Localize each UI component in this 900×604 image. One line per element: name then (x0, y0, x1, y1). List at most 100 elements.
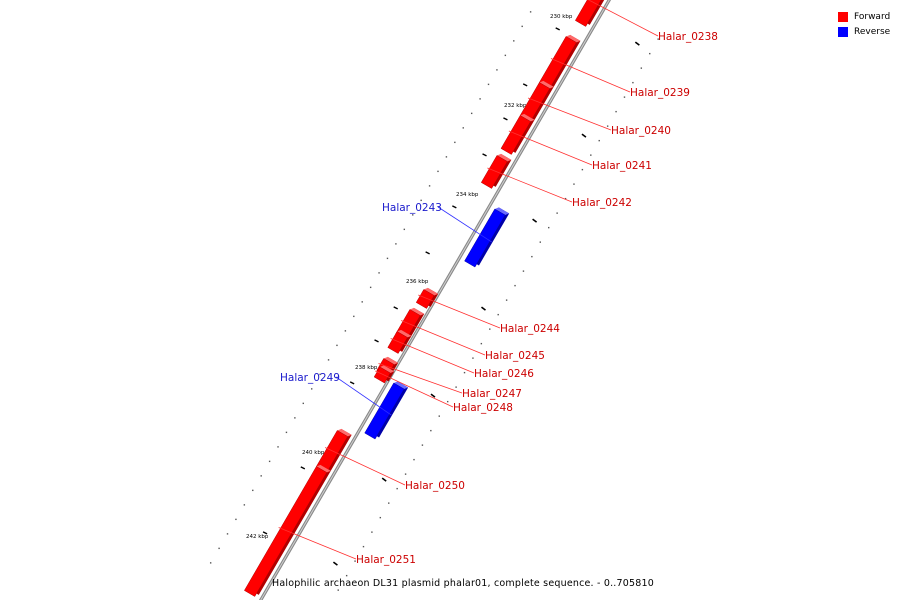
minor-tick (209, 562, 212, 564)
tick-label: 238 kbp (355, 365, 378, 371)
gene-feature (464, 207, 510, 268)
minor-tick (302, 402, 304, 405)
gene-connector (437, 206, 492, 243)
minor-tick (396, 487, 398, 490)
gene-bevel (423, 287, 439, 296)
minor-tick (445, 156, 448, 158)
tick-label: 240 kbp (302, 450, 325, 456)
gene-body (464, 208, 506, 268)
gene-label: Halar_0245 (485, 350, 545, 362)
backbone-highlight (257, 0, 610, 604)
gene-label: Halar_0240 (611, 125, 671, 137)
gene-label: Halar_0249 (280, 372, 340, 384)
gene-connector (324, 447, 406, 486)
gene-feature (575, 0, 605, 27)
gene-bevel (539, 80, 554, 89)
minor-tick (564, 197, 567, 200)
gene-label: Halar_0247 (462, 388, 522, 400)
minor-tick (522, 270, 525, 272)
gene-bevel (496, 153, 512, 162)
gene-body (387, 331, 408, 354)
major-tick-mark (532, 218, 538, 223)
minor-tick (421, 444, 424, 446)
minor-tick (311, 388, 313, 390)
gene-feature (387, 329, 412, 354)
gene-bevel (316, 464, 331, 473)
gene-bevel (383, 356, 399, 365)
major-tick-mark (381, 477, 387, 482)
minor-tick (531, 255, 533, 258)
minor-tick (454, 141, 456, 144)
minor-tick (529, 11, 532, 13)
major-ticks: 230 kbp 232 kbp 234 kbp 236 kbp 238 kbp 240 k… (246, 14, 640, 566)
minor-tick (235, 518, 237, 521)
major-tick-mark (430, 393, 436, 398)
minor-tick (497, 313, 499, 316)
minor-tick (462, 127, 464, 129)
gene-connector (375, 370, 454, 408)
minor-tick (337, 589, 339, 591)
minor-tick (590, 154, 592, 156)
feature-dash (555, 27, 561, 31)
minor-tick (479, 98, 481, 100)
minor-tick (336, 344, 338, 347)
minor-tick (455, 386, 457, 388)
minor-tick (606, 125, 609, 127)
minor-tick (640, 67, 643, 69)
gene-labels: Halar_0238 Halar_0239 Halar_0240 Halar_0241… (278, 0, 718, 566)
gene-label: Halar_0244 (500, 323, 560, 335)
gene-connector (335, 376, 392, 416)
minor-tick (539, 241, 541, 243)
minor-tick (361, 301, 363, 303)
gene-feature (373, 365, 395, 384)
gene-connector (527, 97, 612, 131)
minor-tick (513, 40, 515, 42)
legend-label-forward: Forward (854, 11, 891, 22)
minor-tick (386, 257, 389, 260)
gene-body (539, 36, 577, 89)
minor-tick (243, 504, 246, 506)
minor-tick (319, 373, 321, 376)
gene-body (373, 366, 391, 384)
gene-features (244, 0, 605, 597)
minor-tick (252, 489, 254, 492)
gene-connector (400, 320, 486, 356)
feature-dash (452, 205, 457, 209)
gene-body (244, 466, 328, 597)
minor-tick (371, 531, 373, 533)
minor-tick (657, 38, 659, 40)
minor-tick (260, 475, 262, 477)
gene-feature (519, 80, 554, 122)
minor-tick (226, 533, 229, 535)
minor-tick (505, 299, 508, 301)
legend-label-reverse: Reverse (854, 26, 891, 37)
tick-label: 234 kbp (456, 192, 479, 198)
gene-feature (415, 287, 439, 309)
minor-tick (430, 429, 432, 432)
minor-tick (446, 400, 449, 403)
gene-label: Halar_0239 (630, 87, 690, 99)
backbone-axis (256, 0, 612, 604)
gene-label: Halar_0248 (453, 402, 513, 414)
minor-tick (548, 226, 550, 229)
minor-tick (277, 446, 279, 448)
gene-label: Halar_0242 (572, 197, 632, 209)
feature-dash (262, 531, 268, 535)
major-tick-mark (332, 561, 338, 566)
gene-feature (500, 113, 535, 155)
gene-label: Halar_0238 (658, 31, 718, 43)
minor-tick (514, 284, 516, 287)
minor-tick (649, 52, 651, 55)
minor-tick (294, 417, 296, 419)
tick-label: 232 kbp (504, 103, 527, 109)
tick-label: 236 kbp (406, 279, 429, 285)
minor-tick (388, 502, 390, 504)
minor-tick (472, 357, 474, 359)
gene-body (415, 289, 435, 309)
minor-tick (345, 574, 348, 577)
minor-tick (437, 170, 439, 173)
minor-tick (412, 214, 414, 216)
minor-tick (496, 69, 498, 71)
minor-tick (362, 545, 365, 548)
feature-dash (374, 339, 379, 343)
